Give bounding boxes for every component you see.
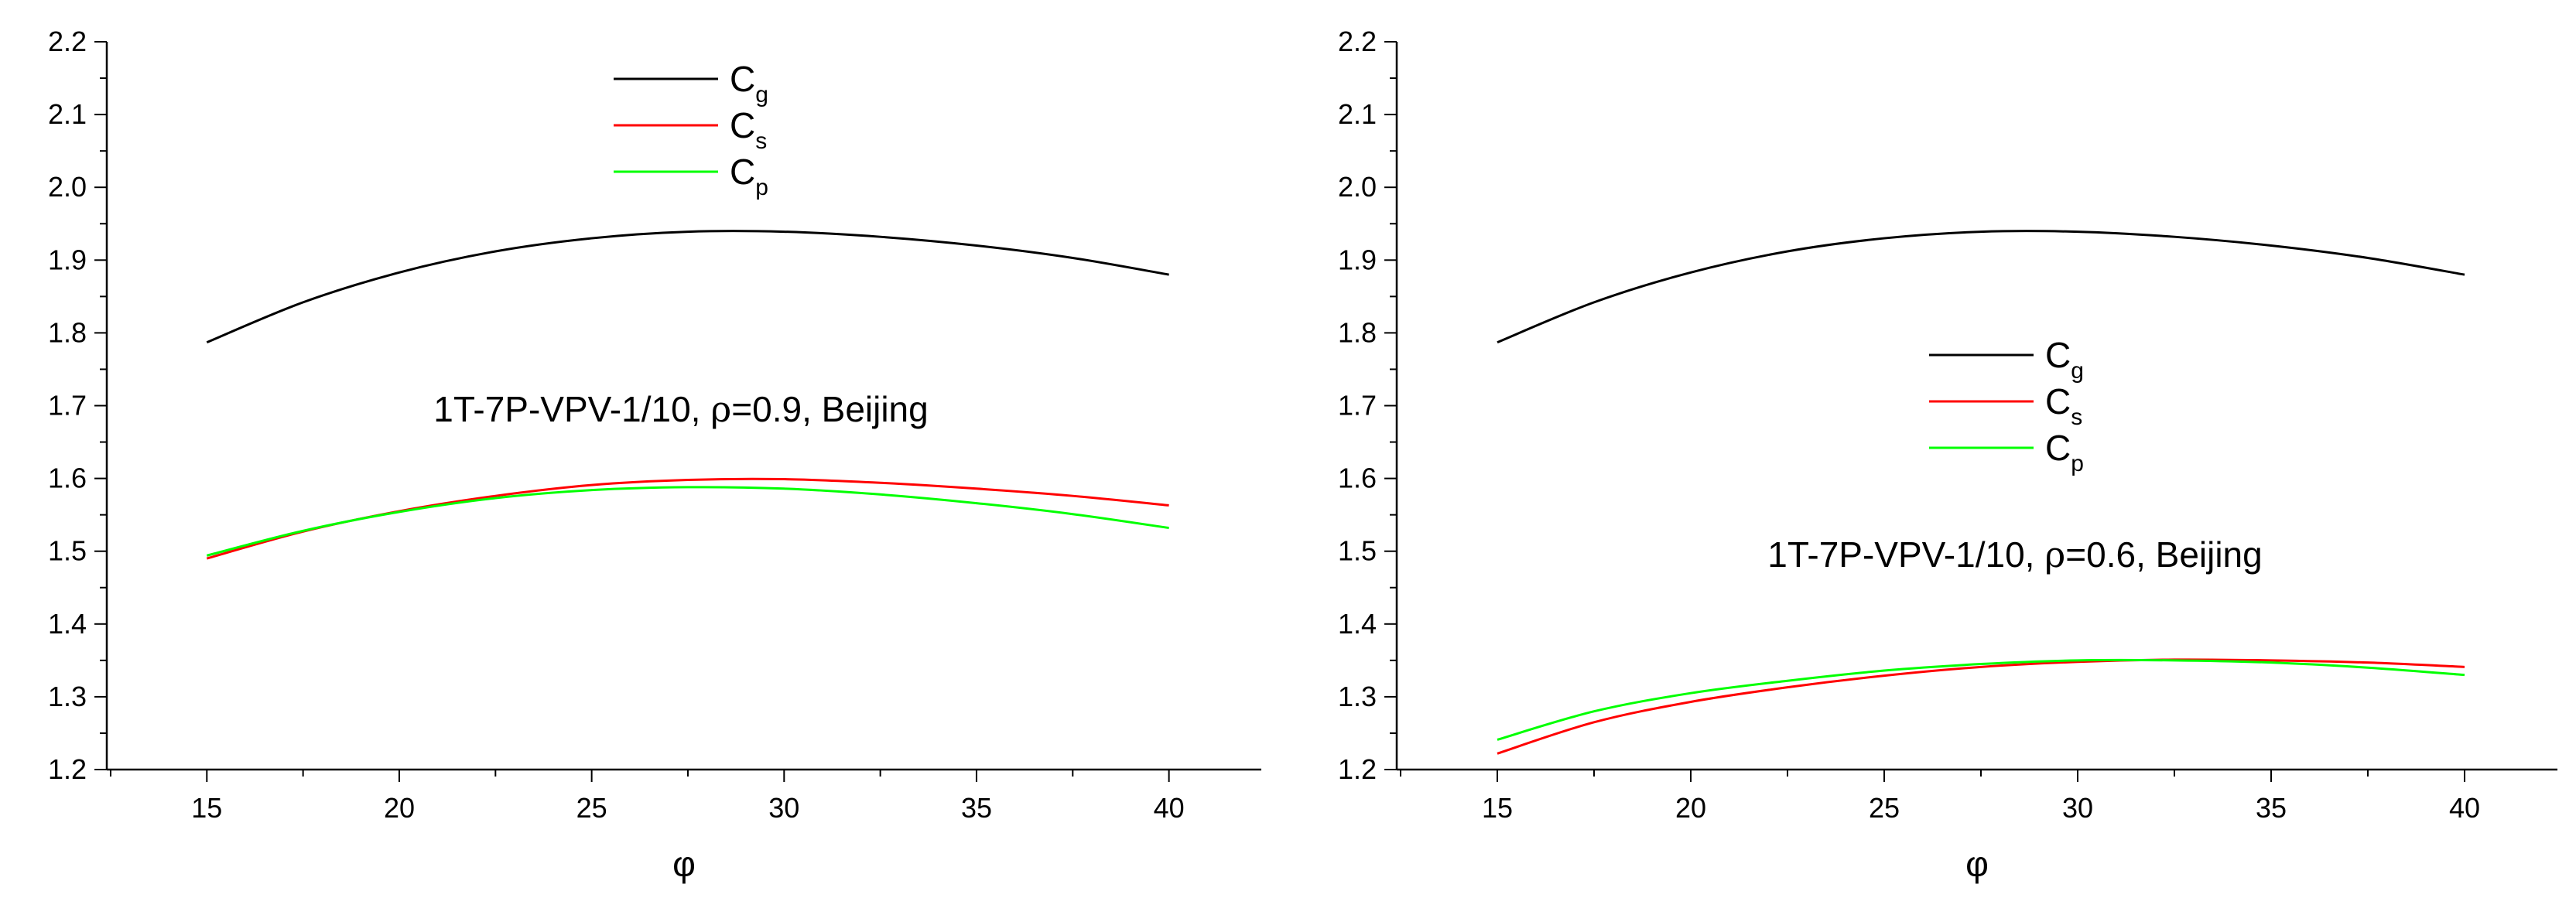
x-tick-label: 35 [2256,792,2287,824]
legend-label-cg: Cg [2045,335,2084,384]
y-tick-label: 2.0 [48,171,87,203]
y-tick-label: 2.1 [1338,98,1377,130]
chart-annotation: 1T-7P-VPV-1/10, ρ=0.6, Beijing [1767,534,2262,575]
chart-annotation: 1T-7P-VPV-1/10, ρ=0.9, Beijing [433,388,928,430]
series-line-cs [206,477,1169,560]
x-tick-label: 30 [768,792,799,824]
series-line-cs [1497,658,2465,755]
x-tick-label: 15 [1482,792,1513,824]
x-tick-label: 25 [1869,792,1900,824]
x-axis-title: φ [672,844,696,884]
y-tick-label: 1.7 [1338,390,1377,422]
series-line-cp [1497,658,2465,741]
legend-label-cp: Cp [2045,428,2084,476]
x-tick-label: 20 [1675,792,1706,824]
y-tick-label: 2.2 [1338,26,1377,57]
x-tick-label: 20 [384,792,415,824]
y-tick-label: 2.2 [48,26,87,57]
left-chart: 1.2 1.3 1.4 1.5 1.6 1.7 1.8 1.9 2.0 2.1 2.2 15 20 25 3… [48,26,1261,884]
y-tick-label: 1.5 [48,535,87,567]
y-tick-label: 1.9 [48,244,87,275]
y-tick-label: 1.2 [1338,753,1377,785]
y-tick-label: 1.4 [1338,608,1377,640]
y-tick-label: 2.0 [1338,171,1377,203]
x-tick-label: 30 [2062,792,2093,824]
x-tick-label: 40 [2449,792,2480,824]
series-line-cg [206,230,1169,344]
series-line-cp [206,486,1169,557]
x-tick-label: 35 [961,792,992,824]
y-tick-label: 1.8 [1338,316,1377,348]
legend-label-cs: Cs [2045,381,2082,430]
legend-label-cg: Cg [730,59,768,108]
y-tick-label: 1.8 [48,316,87,348]
series-line-cg [1497,230,2465,344]
y-tick-label: 1.5 [1338,535,1377,567]
x-tick-label: 15 [191,792,222,824]
x-tick-label: 40 [1154,792,1185,824]
y-tick-label: 1.6 [1338,463,1377,494]
y-tick-label: 1.3 [1338,681,1377,712]
y-tick-label: 1.3 [48,681,87,712]
x-tick-label: 25 [576,792,607,824]
y-tick-label: 1.2 [48,753,87,785]
y-tick-label: 1.7 [48,390,87,422]
y-tick-label: 1.9 [1338,244,1377,275]
right-chart: 1.2 1.3 1.4 1.5 1.6 1.7 1.8 1.9 2.0 2.1 2.2 15 20 25 3… [1338,26,2557,884]
y-tick-label: 2.1 [48,98,87,130]
y-tick-label: 1.4 [48,608,87,640]
legend-label-cp: Cp [730,152,768,200]
legend-label-cs: Cs [730,105,767,154]
x-axis-title: φ [1965,844,1989,884]
y-tick-label: 1.6 [48,463,87,494]
